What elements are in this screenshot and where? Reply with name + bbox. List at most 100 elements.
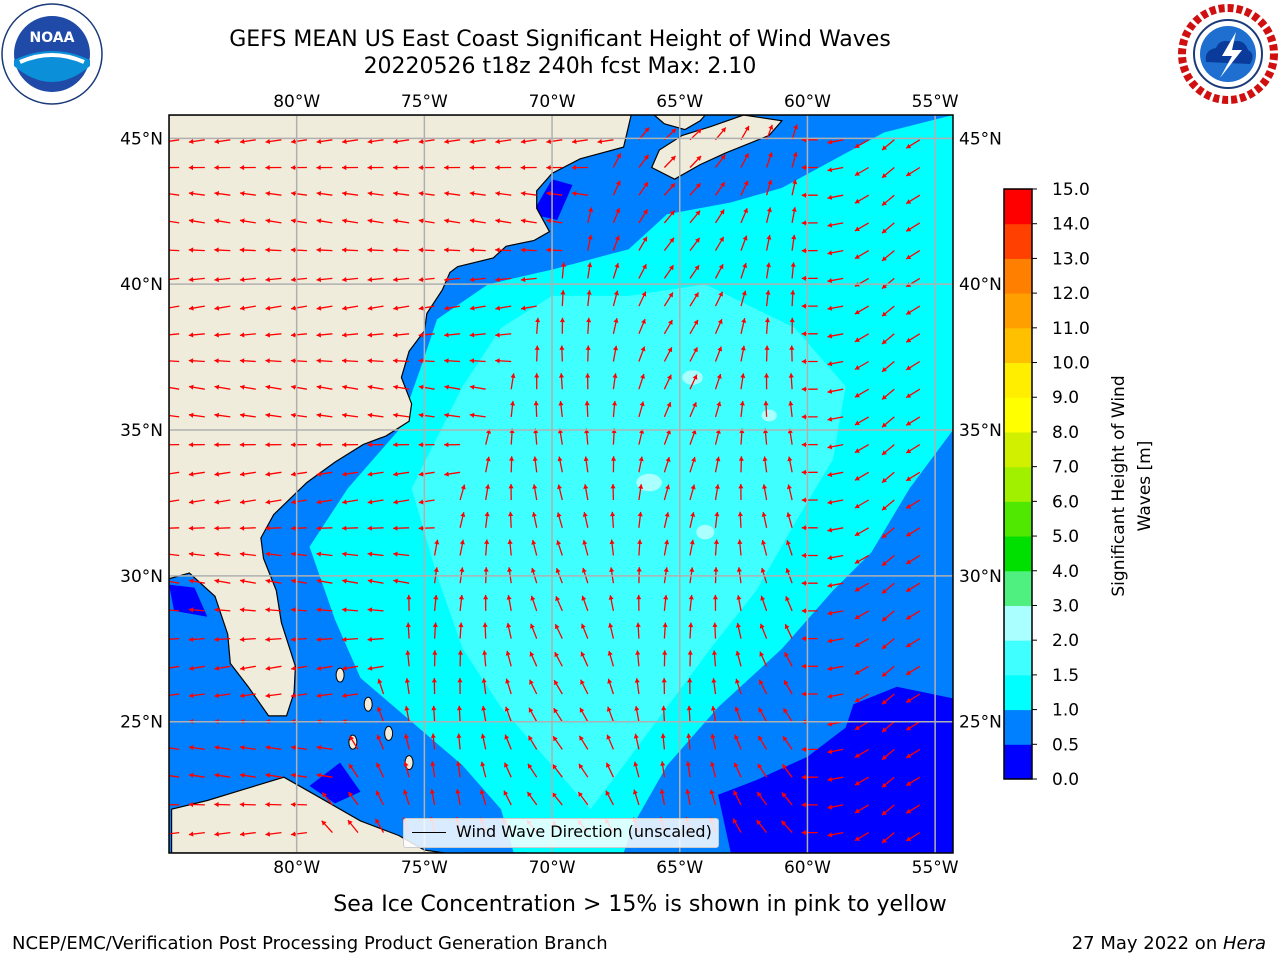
wave-direction-arrowhead <box>444 138 449 144</box>
wave-direction-arrowhead <box>642 236 647 242</box>
wave-direction-arrowhead <box>584 428 590 434</box>
wave-direction-arrowhead <box>687 678 693 683</box>
wave-direction-arrowhead <box>786 540 791 546</box>
wave-direction-arrowhead <box>906 531 912 537</box>
wave-direction-arrowhead <box>393 442 398 448</box>
wave-direction-arrowhead <box>906 642 912 647</box>
wave-direction-arrowhead <box>782 764 788 770</box>
colorbar-tick-label: 5.0 <box>1052 527 1079 547</box>
wave-direction-arrowhead <box>801 248 806 254</box>
wave-direction-arrowhead <box>764 345 770 350</box>
wave-direction-arrowhead <box>663 595 669 600</box>
wave-direction-arrowhead <box>790 290 796 295</box>
wave-direction-arrowhead <box>456 733 462 738</box>
wave-direction-arrowhead <box>882 422 887 428</box>
wave-direction-arrowhead <box>163 277 168 282</box>
wave-direction-arrowhead <box>854 559 860 564</box>
wave-direction-arrowhead <box>761 540 767 545</box>
figure-subtitle: 20220526 t18z 240h fcst Max: 2.10 <box>363 54 757 79</box>
colorbar-tick-label: 1.0 <box>1052 701 1079 721</box>
wave-direction-arrowhead <box>739 428 745 434</box>
wave-direction-arrowhead <box>163 499 168 504</box>
wave-direction-arrowhead <box>882 671 887 677</box>
wave-direction-arrowhead <box>265 607 270 613</box>
wave-direction-arrowhead <box>792 152 798 157</box>
wave-direction-arrowhead <box>240 412 245 418</box>
wave-direction-arrowhead <box>615 180 621 186</box>
wave-direction-arrowhead <box>854 475 860 481</box>
wave-direction-arrowhead <box>444 384 449 390</box>
wave-direction-arrowhead <box>801 636 806 642</box>
wave-direction-arrowhead <box>801 552 806 559</box>
lat-tick-label-left: 30°N <box>120 567 163 587</box>
wave-direction-arrowhead <box>587 234 593 240</box>
wave-direction-arrowhead <box>666 429 671 435</box>
wave-direction-arrowhead <box>882 727 887 732</box>
wave-direction-arrowhead <box>766 235 772 240</box>
wave-direction-arrowhead <box>906 559 912 564</box>
wave-direction-arrowhead <box>717 319 723 325</box>
wave-direction-arrowhead <box>480 733 486 739</box>
wave-direction-arrowhead <box>882 477 887 483</box>
wave-direction-arrowhead <box>610 484 616 489</box>
colorbar-title: Significant Height of Wind Waves [m] <box>1109 375 1155 596</box>
wave-direction-arrowhead <box>265 693 271 699</box>
wave-direction-arrowhead <box>801 358 806 365</box>
wave-direction-arrowhead <box>520 247 526 253</box>
wave-direction-arrowhead <box>214 665 220 671</box>
wave-direction-arrowhead <box>761 512 767 517</box>
wave-direction-arrowhead <box>483 594 489 600</box>
wave-direction-arrowhead <box>801 220 806 226</box>
wave-direction-arrowhead <box>616 153 621 159</box>
wave-direction-arrowhead <box>557 456 563 462</box>
wave-direction-arrowhead <box>854 309 860 315</box>
land-bahamas-island <box>363 696 373 712</box>
footer-date-text: 27 May 2022 on <box>1071 933 1223 954</box>
wave-direction-arrowhead <box>163 385 168 390</box>
wave-direction-arrowhead <box>214 277 219 283</box>
wave-direction-arrowhead <box>764 317 770 323</box>
wave-direction-arrowhead <box>291 607 296 613</box>
lat-tick-label-right: 25°N <box>959 713 1002 733</box>
wave-direction-arrowhead <box>736 595 742 600</box>
wave-direction-arrowhead <box>532 456 538 461</box>
wave-direction-arrowhead <box>164 579 169 584</box>
wave-direction-arrowhead <box>689 539 695 545</box>
wave-direction-arrowhead <box>643 182 648 188</box>
wave-direction-arrowhead <box>827 472 833 478</box>
wave-direction-arrowhead <box>533 400 539 406</box>
wave-direction-arrowhead <box>532 484 538 489</box>
wave-direction-arrowhead <box>444 165 449 171</box>
wave-direction-arrowhead <box>367 412 373 418</box>
wave-direction-arrowhead <box>609 539 615 545</box>
wave-direction-arrowhead <box>783 708 788 714</box>
footnote: Sea Ice Concentration > 15% is shown in … <box>333 892 947 917</box>
wave-direction-arrowhead <box>214 802 219 808</box>
wave-direction-arrowhead <box>240 471 245 477</box>
wave-direction-arrowhead <box>640 374 645 379</box>
lon-tick-label-bottom: 75°W <box>401 858 448 878</box>
wave-direction-arrowhead <box>530 595 536 601</box>
wave-direction-arrowhead <box>444 277 449 283</box>
wave-direction-arrowhead <box>854 420 860 425</box>
wave-direction-arrowhead <box>322 792 327 798</box>
wave-direction-arrowhead <box>495 305 501 311</box>
wave-direction-arrowhead <box>669 210 675 216</box>
wave-direction-arrowhead <box>606 734 612 740</box>
wave-direction-arrowhead <box>418 412 424 418</box>
wave-direction-arrowhead <box>342 551 347 557</box>
wave-direction-arrowhead <box>214 772 220 778</box>
wave-direction-arrowhead <box>393 471 398 477</box>
wave-direction-arrowhead <box>801 774 806 780</box>
wave-direction-arrowhead <box>906 587 912 592</box>
wave-direction-arrowhead <box>742 235 748 241</box>
wave-direction-arrowhead <box>827 610 833 616</box>
wave-direction-arrowhead <box>882 394 887 400</box>
noaa-logo-text: NOAA <box>30 30 75 46</box>
wave-direction-arrowhead <box>882 367 887 372</box>
wave-direction-arrowhead <box>482 622 488 627</box>
wave-direction-arrowhead <box>613 290 619 296</box>
wave-direction-arrowhead <box>528 707 534 713</box>
colorbar-tick-label: 4.0 <box>1052 562 1079 582</box>
wave-direction-arrowhead <box>636 594 642 600</box>
